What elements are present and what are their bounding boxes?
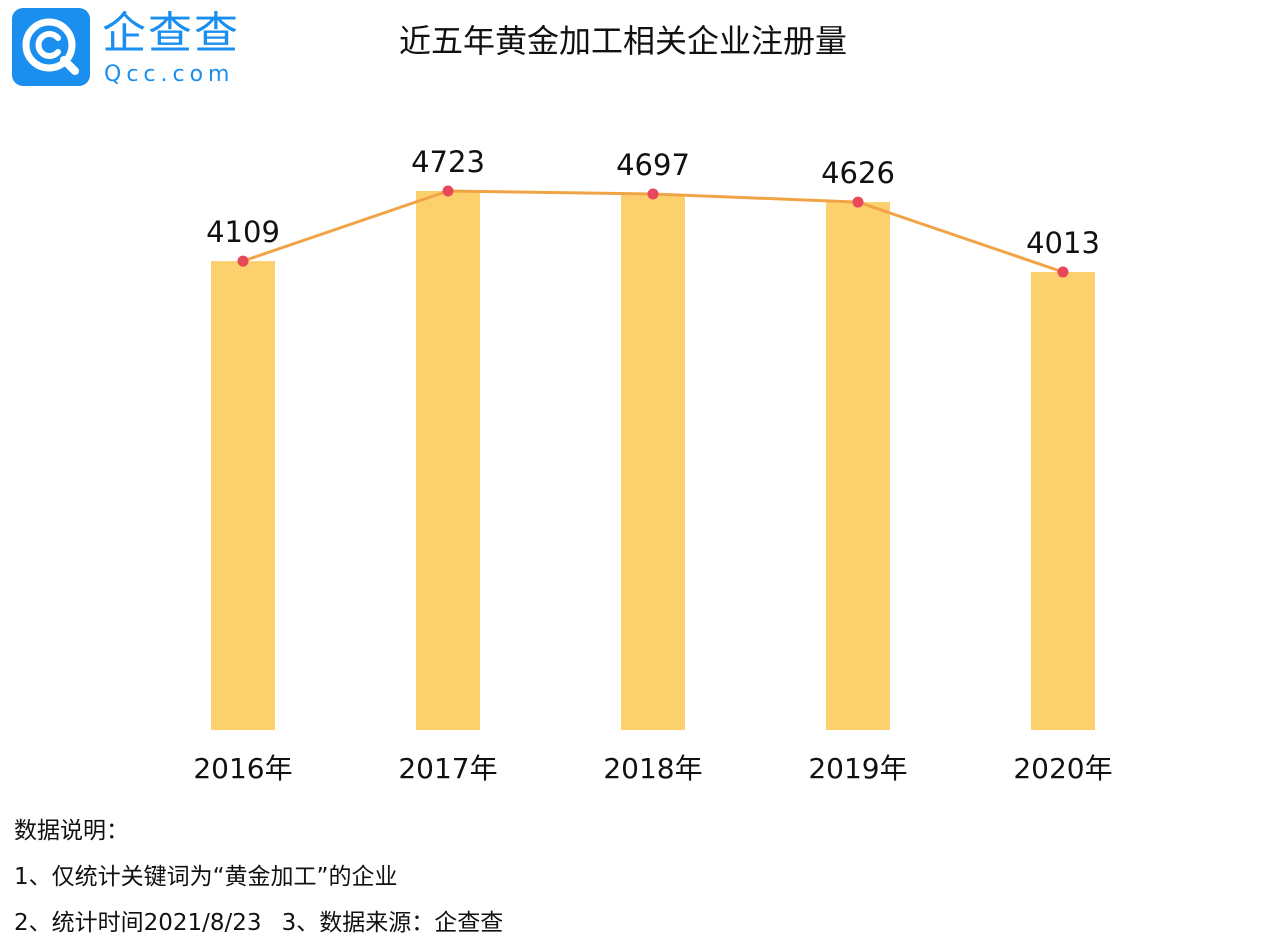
data-label-2020年: 4013 <box>1026 226 1100 260</box>
logo-domain: Qcc.com <box>104 62 235 87</box>
x-tick-2017年: 2017年 <box>398 752 497 785</box>
bar-2018年 <box>621 193 685 731</box>
point-2018年 <box>647 188 659 200</box>
logo-name: 企查查 <box>102 8 240 59</box>
notes-line-1: 1、仅统计关键词为“黄金加工”的企业 <box>14 864 398 890</box>
point-2017年 <box>442 185 454 197</box>
chart: 4109 4723 4697 4626 4013 2016年 2017年 2018年 2019年… <box>193 145 1112 785</box>
notes-heading: 数据说明： <box>14 818 129 844</box>
x-tick-2016年: 2016年 <box>193 752 292 785</box>
notes-line-2: 2、统计时间2021/8/23 3、数据来源：企查查 <box>14 900 503 946</box>
chart-title: 近五年黄金加工相关企业注册量 <box>398 22 847 60</box>
notes-line-2-source: 3、数据来源：企查查 <box>281 910 504 936</box>
point-2019年 <box>852 196 864 208</box>
point-2020年 <box>1057 266 1069 278</box>
notes-line-2-date: 2、统计时间2021/8/23 <box>14 910 262 936</box>
x-tick-2018年: 2018年 <box>603 752 702 785</box>
bar-2016年 <box>211 261 275 730</box>
data-label-2016年: 4109 <box>206 215 280 249</box>
bar-2020年 <box>1031 272 1095 730</box>
x-tick-2020年: 2020年 <box>1013 752 1112 785</box>
bar-2019年 <box>826 202 890 730</box>
qcc-logo: 企查查 Qcc.com <box>12 8 252 90</box>
qcc-logo-icon <box>12 8 90 86</box>
data-label-2019年: 4626 <box>821 156 895 190</box>
bar-2017年 <box>416 191 480 730</box>
x-tick-2019年: 2019年 <box>808 752 907 785</box>
point-2016年 <box>237 255 249 267</box>
data-label-2018年: 4697 <box>616 148 690 182</box>
data-notes: 数据说明： 1、仅统计关键词为“黄金加工”的企业 2、统计时间2021/8/23… <box>14 808 503 946</box>
data-label-2017年: 4723 <box>411 145 485 179</box>
